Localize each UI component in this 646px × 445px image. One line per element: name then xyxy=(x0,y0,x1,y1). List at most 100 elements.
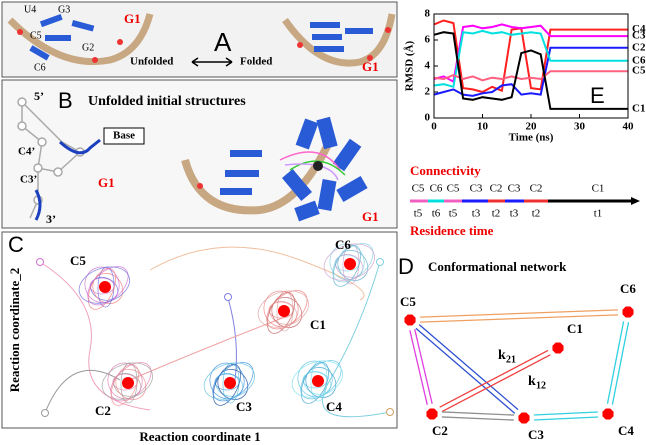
atom xyxy=(297,42,303,48)
base xyxy=(45,35,71,41)
atom xyxy=(117,39,123,45)
node-label: C2 xyxy=(432,423,448,438)
base xyxy=(345,28,373,34)
state-node xyxy=(518,412,529,423)
panel-letter: A xyxy=(214,27,232,57)
atom-label: C4’ xyxy=(18,146,35,158)
rate-subscript: 12 xyxy=(536,380,546,391)
y-tick-label: 0 xyxy=(425,112,431,124)
state-label: C2 xyxy=(490,183,503,195)
series-label: C5 xyxy=(632,65,646,77)
state-node xyxy=(552,342,563,353)
node-label: C5 xyxy=(400,294,416,309)
atom xyxy=(54,168,62,176)
state-label: Folded xyxy=(240,56,272,68)
state-label: Unfolded xyxy=(130,56,173,68)
state-label: C2 xyxy=(530,183,543,195)
x-tick-label: 10 xyxy=(477,121,489,133)
panel-letter: E xyxy=(590,83,605,108)
cluster-label: C4 xyxy=(326,399,342,414)
state-label: C1 xyxy=(592,183,605,195)
atom-label: C3’ xyxy=(20,174,37,186)
cluster-label: C6 xyxy=(335,237,351,252)
node-label: C3 xyxy=(528,427,544,442)
cluster-label: C5 xyxy=(70,253,86,268)
node-label: C1 xyxy=(567,321,583,336)
g1-label: G1 xyxy=(98,175,115,190)
transition-arrow xyxy=(534,412,598,415)
cluster-center xyxy=(224,377,236,389)
rate-label: k xyxy=(498,348,506,363)
atom xyxy=(38,138,46,146)
state-label: C6 xyxy=(430,183,443,195)
time-label: t6 xyxy=(432,208,441,220)
state-node xyxy=(622,306,633,317)
atom xyxy=(385,27,391,33)
g1-label: G1 xyxy=(362,59,379,74)
state-node xyxy=(404,314,415,325)
atom xyxy=(313,161,323,171)
x-tick-label: 30 xyxy=(574,121,586,133)
time-label: t2 xyxy=(492,208,501,220)
atom-label: 3’ xyxy=(46,212,56,226)
trajectory-start xyxy=(37,259,44,266)
x-tick-label: 0 xyxy=(431,121,437,133)
atom-label: 5’ xyxy=(34,89,44,103)
cluster-center xyxy=(312,375,324,387)
base xyxy=(225,170,259,177)
x-tick-label: 40 xyxy=(623,121,635,133)
base-label: Base xyxy=(113,130,135,142)
panel-letter: D xyxy=(398,254,414,279)
base xyxy=(230,150,262,157)
y-tick-label: 6 xyxy=(425,34,431,46)
atom xyxy=(92,57,98,63)
transition-arrow xyxy=(442,417,514,420)
panel-letter: C xyxy=(8,232,24,257)
cluster-center xyxy=(344,258,356,270)
cluster-label: C3 xyxy=(236,399,252,414)
residue-label: G2 xyxy=(82,42,94,53)
rate-subscript: 21 xyxy=(506,354,516,365)
y-tick-label: 4 xyxy=(425,60,431,72)
state-label: C3 xyxy=(470,183,483,195)
y-tick-label: 8 xyxy=(425,8,431,20)
state-node xyxy=(426,408,437,419)
base xyxy=(220,188,252,195)
trajectory-start xyxy=(387,409,394,416)
atom xyxy=(17,29,23,35)
trajectory-start xyxy=(225,294,232,301)
cluster-label: C2 xyxy=(95,403,111,418)
cluster-center xyxy=(99,281,111,293)
transition-arrow xyxy=(442,412,514,415)
y-axis-label: Reaction coordinate_2 xyxy=(7,268,22,393)
base xyxy=(310,22,340,28)
atom xyxy=(18,98,26,106)
residue-label: C6 xyxy=(34,62,46,73)
trajectory-start xyxy=(42,410,49,417)
transition-arrow xyxy=(419,325,518,410)
base xyxy=(312,34,342,40)
atom xyxy=(34,164,42,172)
base xyxy=(314,46,344,52)
state-label: C5 xyxy=(412,183,425,195)
cluster-label: C1 xyxy=(310,317,326,332)
time-label: t5 xyxy=(449,208,458,220)
series-label: C3 xyxy=(632,30,646,42)
time-label: t3 xyxy=(472,208,481,220)
panel-letter: B xyxy=(58,88,73,113)
atom xyxy=(197,183,203,189)
y-axis-label: RMSD (Å) xyxy=(404,40,416,91)
series-label: C1 xyxy=(632,102,645,114)
atom xyxy=(18,122,26,130)
panel-title: Conformational network xyxy=(428,259,567,274)
transition-arrow xyxy=(410,330,427,405)
x-axis-label: Reaction coordinate 1 xyxy=(139,429,260,444)
timeline-title: Connectivity xyxy=(410,163,481,178)
g1-label: G1 xyxy=(362,209,379,224)
trajectory-start xyxy=(377,259,384,266)
panel-title: Unfolded initial structures xyxy=(88,94,246,109)
g1-label: G1 xyxy=(124,11,141,26)
figure: U4 G3 C5 G2 C6 G1 G1 A Unfolded Folded B… xyxy=(0,0,646,445)
